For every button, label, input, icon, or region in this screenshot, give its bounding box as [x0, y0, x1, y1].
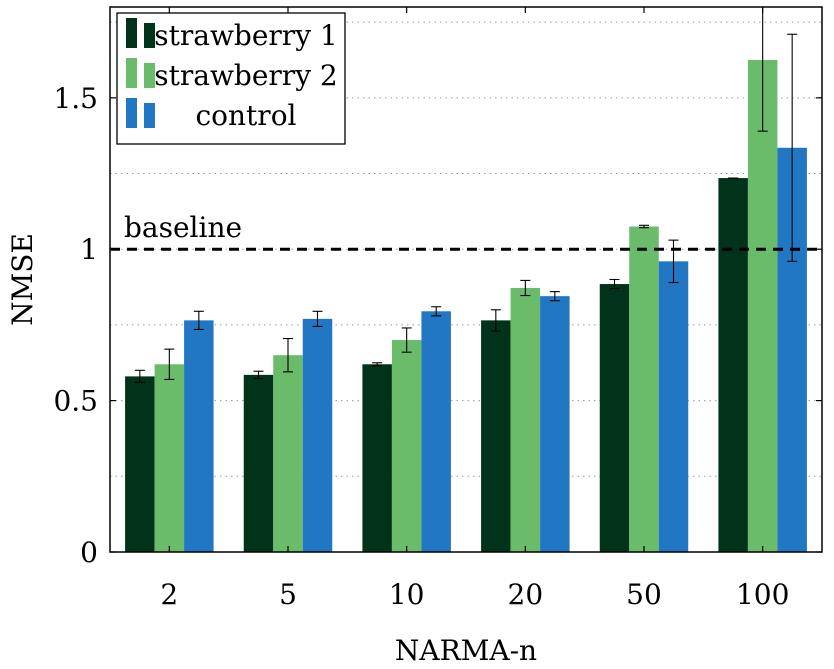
bar [629, 226, 659, 552]
bar [154, 364, 185, 552]
legend-swatch [126, 98, 137, 128]
baseline-label: baseline [124, 211, 242, 244]
bar [658, 261, 689, 552]
legend-swatch [144, 23, 155, 48]
legend: strawberry 1 strawberry 2 control [116, 12, 346, 145]
bar [510, 287, 541, 552]
bar [273, 355, 303, 552]
legend-swatch [144, 63, 155, 88]
bar [243, 374, 274, 552]
bars-layer [125, 59, 807, 552]
legend-swatch [126, 18, 137, 48]
y-axis-label: NMSE [6, 233, 39, 326]
plot-frame [109, 6, 823, 553]
bar [481, 320, 511, 552]
bar [718, 178, 748, 552]
x-tick-label: 2 [160, 578, 178, 611]
y-tick-label: 1 [80, 233, 98, 266]
legend-label: control [195, 99, 296, 132]
x-tick-label: 20 [508, 578, 544, 611]
bar [540, 296, 570, 552]
bar [302, 318, 333, 552]
legend-swatch [126, 58, 137, 88]
y-tick-label: 0.5 [53, 385, 98, 418]
y-axis-ticks: 0 0.5 1 1.5 [53, 82, 822, 569]
legend-swatch [144, 103, 155, 128]
x-tick-label: 100 [736, 578, 789, 611]
legend-label: strawberry 1 [154, 19, 337, 52]
error-bars-layer [134, 7, 798, 383]
x-tick-label: 50 [626, 578, 662, 611]
bar [362, 364, 392, 552]
bar [599, 284, 630, 552]
x-tick-label: 5 [279, 578, 297, 611]
y-tick-label: 1.5 [53, 82, 98, 115]
bar [184, 320, 214, 552]
bar [747, 59, 778, 552]
bar [125, 376, 155, 552]
legend-label: strawberry 2 [154, 59, 337, 92]
bar [391, 340, 422, 552]
x-axis-label: NARMA-n [395, 634, 537, 667]
baseline-layer: baseline [110, 211, 822, 251]
bar [421, 311, 451, 552]
x-axis-ticks: 2 5 10 20 50 100 [160, 7, 789, 611]
y-tick-label: 0 [80, 536, 98, 569]
x-tick-label: 10 [389, 578, 425, 611]
